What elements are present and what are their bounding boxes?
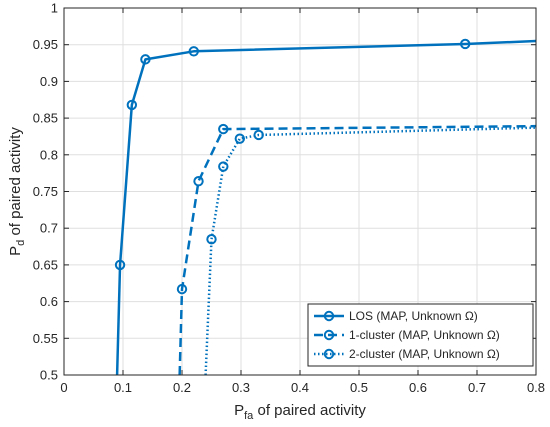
x-tick-label: 0.7 xyxy=(468,380,486,395)
tick-group: 0 0.1 0.2 0.3 0.4 0.5 0.6 0.7 0.8 0.5 0.55 0.6 0.65 0… xyxy=(33,1,545,396)
series-2-line xyxy=(178,124,537,376)
y-axis-label: Pd of paired activity xyxy=(7,127,27,256)
legend-label: 2-cluster (MAP, Unknown Ω) xyxy=(349,347,500,361)
x-tick-label: 0.4 xyxy=(291,380,309,395)
series-2 xyxy=(176,123,537,376)
series-3-line xyxy=(204,126,537,376)
x-axis-label-text-rest: of paired activity xyxy=(253,402,366,419)
y-tick-label: 0.95 xyxy=(33,37,58,52)
legend-swatch-marker xyxy=(323,348,335,360)
x-tick-label: 0.2 xyxy=(173,380,191,395)
y-axis-label-text: Pd of paired activity xyxy=(7,127,27,256)
x-axis-label: Pfa of paired activity xyxy=(234,402,366,422)
x-tick-label: 0.1 xyxy=(114,380,132,395)
y-tick-label: 0.8 xyxy=(40,147,58,162)
y-tick-label: 0.9 xyxy=(40,74,58,89)
x-tick-label: 0.6 xyxy=(409,380,427,395)
x-axis-label-text: Pfa of paired activity xyxy=(234,402,366,422)
legend-label: LOS (MAP, Unknown Ω) xyxy=(349,309,478,323)
y-tick-label: 0.6 xyxy=(40,294,58,309)
y-tick-label: 0.75 xyxy=(33,184,58,199)
series-3-marker xyxy=(206,234,217,245)
legend-box xyxy=(307,303,534,367)
x-tick-label: 0.3 xyxy=(232,380,250,395)
x-tick-label: 0.5 xyxy=(350,380,368,395)
y-tick-label: 0.65 xyxy=(33,257,58,272)
legend: LOS (MAP, Unknown Ω) 1-cluster (MAP, Unkn… xyxy=(307,303,534,367)
series-3 xyxy=(204,126,537,376)
legend-swatch-marker xyxy=(323,310,335,322)
x-axis-label-text-sub: fa xyxy=(244,410,254,422)
y-axis-label-text-main: P xyxy=(7,246,24,256)
series-2-marker xyxy=(193,176,204,187)
series-group xyxy=(114,38,537,376)
x-tick-label: 0.8 xyxy=(527,380,545,395)
y-tick-label: 0.5 xyxy=(40,368,58,383)
series-3-marker xyxy=(234,133,246,144)
series-1-marker xyxy=(460,38,471,50)
series-2-marker xyxy=(176,283,188,295)
series-2-marker xyxy=(218,123,229,135)
series-1-marker xyxy=(126,99,138,111)
y-axis-label-text-rest: of paired activity xyxy=(7,127,24,240)
series-1 xyxy=(114,38,537,376)
y-tick-label: 0.85 xyxy=(33,111,58,126)
legend-label: 1-cluster (MAP, Unknown Ω) xyxy=(349,328,500,342)
series-1-marker xyxy=(114,259,126,271)
x-tick-label: 0 xyxy=(60,380,67,395)
series-3-marker xyxy=(253,129,264,141)
grid-lines xyxy=(63,7,537,376)
y-axis-label-text-sub: d xyxy=(15,240,27,246)
y-tick-label: 0.7 xyxy=(40,221,58,236)
series-1-marker xyxy=(140,54,151,65)
x-axis-label-text-main: P xyxy=(234,402,244,419)
series-3-marker xyxy=(218,161,229,172)
y-tick-label: 0.55 xyxy=(33,331,58,346)
legend-swatch-marker xyxy=(323,329,335,341)
series-1-line xyxy=(115,39,537,376)
series-1-marker xyxy=(188,46,200,57)
y-tick-label: 1 xyxy=(51,1,58,16)
